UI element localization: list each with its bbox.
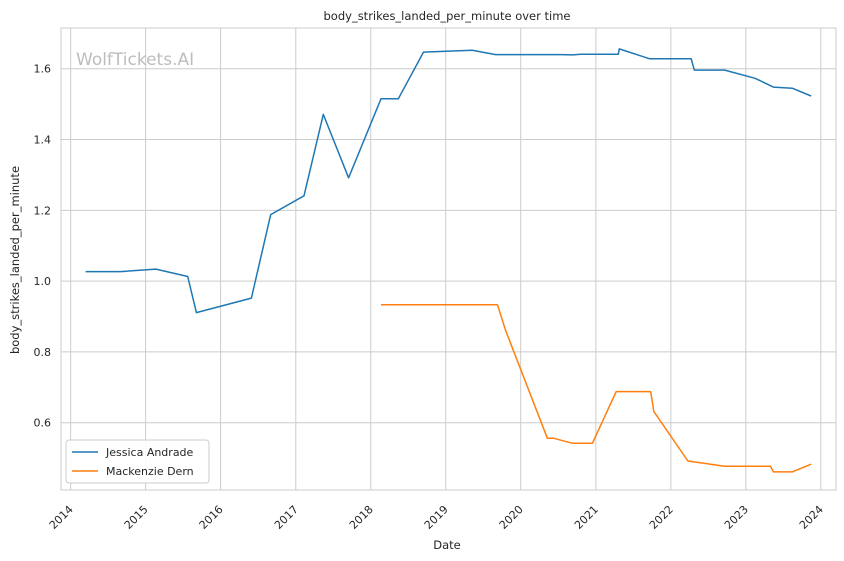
grid [61, 28, 836, 490]
x-axis-label: Date [433, 538, 461, 552]
x-axis-ticks: 2014 2015 2016 2017 2018 2019 2020 2021 2022 2023… [47, 503, 826, 532]
series-layer [85, 48, 812, 473]
plot-frame [60, 27, 837, 491]
y-axis-label: body_strikes_landed_per_minute [8, 166, 22, 354]
series-line-0 [85, 48, 812, 314]
legend: Jessica Andrade Mackenzie Dern [65, 439, 210, 484]
series-line-1 [381, 304, 812, 473]
x-tick-label: 2016 [197, 503, 226, 532]
y-tick-label: 1.0 [34, 275, 52, 288]
x-tick-label: 2024 [797, 503, 826, 532]
y-tick-label: 0.6 [34, 417, 52, 430]
x-tick-label: 2015 [122, 503, 151, 532]
x-tick-label: 2018 [347, 503, 376, 532]
legend-box [65, 439, 210, 484]
x-tick-label: 2022 [647, 503, 676, 532]
watermark: WolfTickets.AI [76, 50, 194, 70]
x-tick-label: 2020 [497, 503, 526, 532]
x-tick-label: 2023 [722, 503, 751, 532]
x-tick-label: 2019 [422, 503, 451, 532]
legend-label: Mackenzie Dern [106, 465, 194, 478]
y-tick-label: 1.6 [34, 63, 52, 76]
x-tick-label: 2017 [272, 503, 301, 532]
legend-label: Jessica Andrade [105, 446, 194, 459]
y-axis-ticks: 0.6 0.8 1.0 1.2 1.4 1.6 [34, 63, 52, 430]
x-tick-label: 2014 [47, 503, 76, 532]
y-tick-label: 0.8 [34, 346, 52, 359]
y-tick-label: 1.4 [34, 134, 52, 147]
x-tick-label: 2021 [572, 503, 601, 532]
y-tick-label: 1.2 [34, 204, 52, 217]
chart-title: body_strikes_landed_per_minute over time [324, 9, 571, 23]
